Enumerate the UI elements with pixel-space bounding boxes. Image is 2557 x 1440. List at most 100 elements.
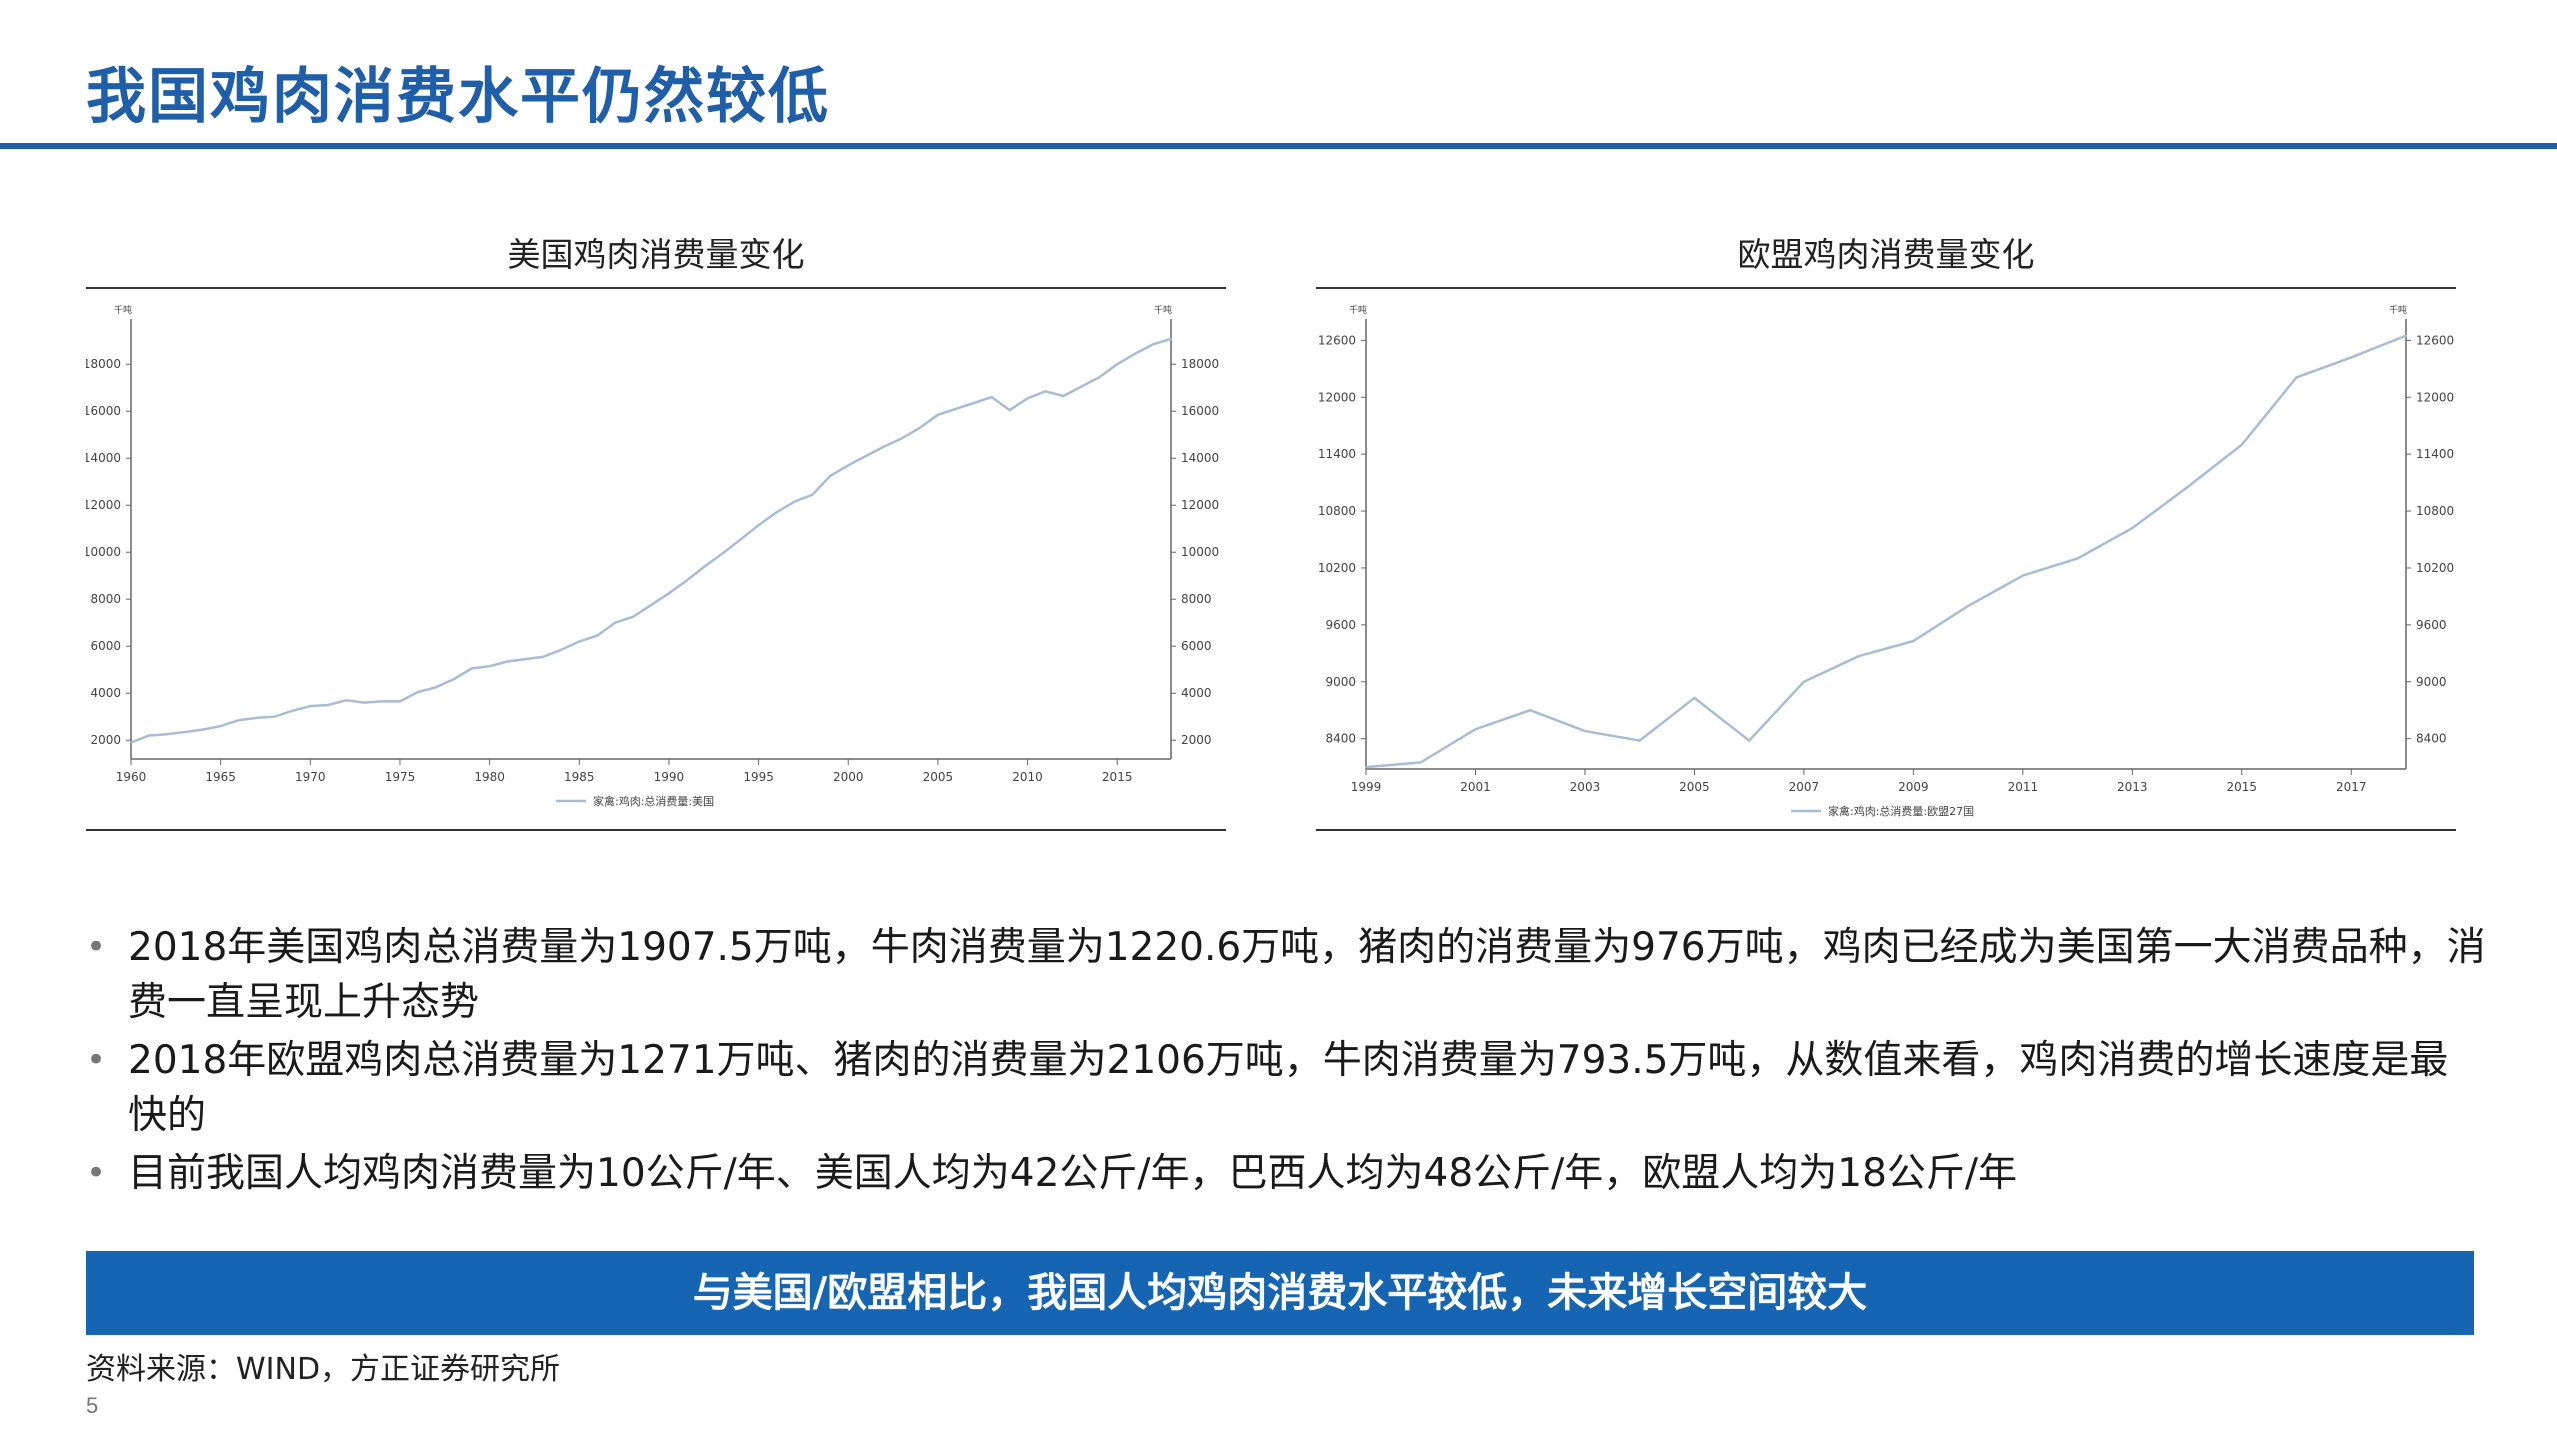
eu-data-point <box>2295 376 2298 378</box>
us-data-point <box>740 538 742 540</box>
us-data-point <box>237 719 240 721</box>
eu-y-tick-label-left: 10200 <box>1318 561 1356 575</box>
eu-y-tick-label-right: 12000 <box>2416 390 2454 404</box>
us-y-tick-label-left: 10000 <box>86 545 121 559</box>
eu-y-tick-label-left: 11400 <box>1318 447 1356 461</box>
eu-data-point <box>1858 655 1860 657</box>
us-legend-label: 家禽:鸡肉:总消费量:美国 <box>593 794 714 808</box>
us-data-point <box>596 635 598 637</box>
us-data-point <box>202 729 204 731</box>
us-data-point <box>650 604 652 606</box>
us-x-tick-label: 2010 <box>1012 770 1043 784</box>
us-data-point <box>489 665 491 667</box>
eu-x-tick-label: 2003 <box>1570 780 1601 794</box>
eu-data-point <box>2131 527 2133 529</box>
us-data-point <box>1080 385 1082 388</box>
us-x-tick-label: 1985 <box>564 770 595 784</box>
us-y-tick-label-left: 14000 <box>86 451 121 465</box>
us-x-tick-label: 1995 <box>743 770 774 784</box>
us-data-point <box>829 475 831 477</box>
bullet-eu-consumption: 2018年欧盟鸡肉总消费量为1271万吨、猪肉的消费量为2106万吨，牛肉消费量… <box>86 1033 2486 1143</box>
us-data-point <box>381 700 383 703</box>
eu-data-point <box>1474 728 1477 730</box>
us-data-point <box>811 494 813 496</box>
us-y-tick-label-left: 8000 <box>90 592 121 606</box>
eu-data-point <box>2186 486 2188 488</box>
us-chicken-consumption-chart: 千吨 千吨 2000 2000 4000 4000 6000 6000 8000 8000 1000… <box>86 304 1219 808</box>
eu-y-tick-label-right: 9000 <box>2416 675 2447 689</box>
us-data-point <box>937 414 939 416</box>
eu-x-tick-label: 2017 <box>2336 780 2367 794</box>
eu-data-point <box>1365 766 1367 768</box>
eu-chart-panel: 千吨 千吨 8400 8400 9000 9000 9600 9600 10200 10200 10… <box>1316 287 2456 831</box>
us-chart-panel: 千吨 千吨 2000 2000 4000 4000 6000 6000 8000 8000 1000… <box>86 287 1226 831</box>
us-data-point <box>955 408 957 410</box>
us-y-tick-label-left: 4000 <box>90 686 121 700</box>
bullet-us-consumption: 2018年美国鸡肉总消费量为1907.5万吨，牛肉消费量为1220.6万吨，猪肉… <box>86 920 2486 1030</box>
eu-y-tick-label-right: 11400 <box>2416 447 2454 461</box>
us-data-point <box>291 710 293 712</box>
eu-y-tick-label-right: 10800 <box>2416 504 2454 518</box>
us-y-tick-label-left: 12000 <box>86 498 121 512</box>
us-data-point <box>632 616 634 618</box>
us-data-point <box>1044 390 1047 392</box>
us-data-point <box>973 402 975 404</box>
us-unit-right: 千吨 <box>1154 304 1172 316</box>
us-data-point <box>1098 376 1100 378</box>
us-data-point <box>542 656 545 658</box>
eu-x-tick-label: 2011 <box>2008 780 2039 794</box>
us-data-point <box>524 658 527 660</box>
us-data-point <box>704 565 706 567</box>
eu-y-tick-label-left: 9600 <box>1325 618 1356 632</box>
us-chart-title: 美国鸡肉消费量变化 <box>507 235 805 274</box>
us-data-point <box>471 667 473 670</box>
us-x-tick-label: 2015 <box>1102 770 1133 784</box>
us-data-point <box>793 501 796 503</box>
eu-unit-right: 千吨 <box>2389 304 2407 316</box>
eu-y-tick-label-left: 8400 <box>1325 732 1356 746</box>
eu-data-point <box>1639 739 1641 742</box>
us-data-point <box>1134 353 1136 355</box>
us-data-point <box>775 511 778 513</box>
us-y-tick-label-right: 8000 <box>1181 592 1212 606</box>
us-data-point <box>166 733 168 735</box>
us-y-tick-label-right: 2000 <box>1181 733 1212 747</box>
us-data-point <box>130 741 132 744</box>
eu-series-line <box>1365 334 2407 769</box>
us-data-point <box>309 705 311 707</box>
us-x-tick-label: 2000 <box>833 770 864 784</box>
us-data-point <box>184 731 186 733</box>
us-x-tick-label: 1960 <box>116 770 147 784</box>
eu-y-tick-label-left: 12000 <box>1318 390 1356 404</box>
eu-data-point <box>2076 557 2079 560</box>
us-data-point <box>991 396 993 398</box>
us-data-point <box>865 455 867 457</box>
eu-x-tick-label: 2005 <box>1679 780 1710 794</box>
us-unit-left: 千吨 <box>114 304 132 316</box>
us-data-point <box>686 579 688 582</box>
eu-x-tick-label: 2001 <box>1460 780 1491 794</box>
us-data-point <box>1170 338 1172 340</box>
eu-x-tick-label: 1999 <box>1351 780 1382 794</box>
eu-data-point <box>1803 681 1805 683</box>
us-data-point <box>560 649 562 651</box>
eu-y-tick-label-left: 12600 <box>1318 333 1356 347</box>
bullet-per-capita: 目前我国人均鸡肉消费量为10公斤/年、美国人均为42公斤/年，巴西人均为48公斤… <box>86 1146 2486 1201</box>
eu-unit-left: 千吨 <box>1349 304 1367 316</box>
eu-data-point <box>2405 335 2407 337</box>
us-data-point <box>1026 397 1029 399</box>
us-data-point <box>399 700 401 703</box>
us-data-point <box>722 552 724 554</box>
us-data-point <box>919 427 921 429</box>
us-y-tick-label-right: 4000 <box>1181 686 1212 700</box>
eu-x-tick-label: 2015 <box>2227 780 2258 794</box>
us-y-tick-label-left: 2000 <box>90 733 121 747</box>
eu-x-tick-label: 2013 <box>2117 780 2148 794</box>
us-data-point <box>614 622 616 624</box>
eu-legend-label: 家禽:鸡肉:总消费量:欧盟27国 <box>1828 804 1974 818</box>
us-data-point <box>255 717 258 719</box>
us-data-point <box>417 691 419 693</box>
eu-y-tick-label-left: 10800 <box>1318 504 1356 518</box>
us-y-tick-label-right: 16000 <box>1181 404 1219 418</box>
us-data-point <box>578 640 580 643</box>
